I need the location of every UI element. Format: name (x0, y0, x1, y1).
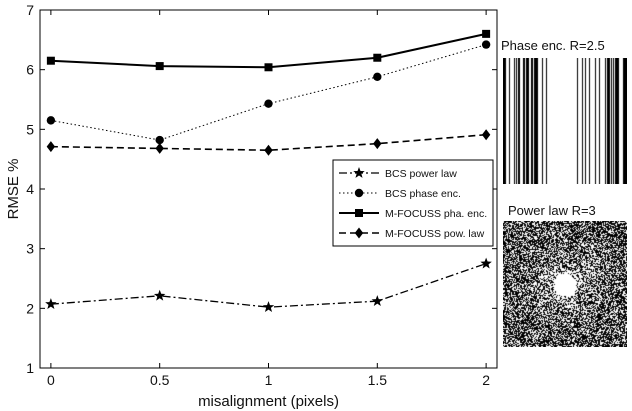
power-law-mask (503, 221, 627, 347)
data-point-diamond (46, 141, 56, 153)
series-line (50, 133, 487, 152)
data-point-square (355, 209, 363, 217)
data-point-diamond (264, 144, 273, 156)
data-point-diamond (373, 138, 382, 150)
legend-entry-label: BCS phase enc. (385, 188, 461, 200)
x-tick-label: 1 (265, 372, 273, 388)
series-1 (46, 40, 491, 145)
x-axis-label: misalignment (pixels) (198, 393, 339, 410)
legend-entry-label: M-FOCUSS pow. law (385, 228, 485, 240)
series-line (50, 44, 487, 141)
series-0 (45, 257, 492, 312)
data-point-circle (354, 188, 364, 198)
legend-entry-label: BCS power law (385, 168, 457, 180)
series-2 (46, 29, 491, 72)
data-point-circle (264, 99, 273, 108)
y-tick-label: 6 (26, 62, 34, 78)
phase-encoding-mask (503, 58, 627, 184)
data-point-square (46, 56, 55, 65)
data-point-square (373, 53, 382, 62)
legend: BCS power law BCS phase enc. M-FOCUSS pha.… (332, 159, 494, 247)
y-tick-label: 2 (26, 300, 34, 316)
power-law-title: Power law R=3 (508, 203, 596, 218)
data-point-square (482, 29, 491, 38)
series-3 (46, 129, 491, 156)
data-point-diamond (481, 129, 491, 141)
data-point-circle (481, 40, 491, 49)
data-point-square (264, 63, 273, 72)
x-tick-label: 1.5 (368, 372, 388, 388)
data-point-diamond (354, 227, 364, 239)
series-line (50, 32, 487, 69)
data-point-circle (46, 116, 56, 125)
y-tick-label: 1 (26, 360, 34, 376)
y-tick-label: 5 (26, 121, 34, 137)
data-point-diamond (155, 142, 164, 154)
plot-axes: 0 0.5 1 1.5 2 1 2 3 4 5 6 7 (26, 2, 498, 388)
data-point-star (153, 289, 166, 301)
legend-entry-label: M-FOCUSS pha. enc. (385, 208, 487, 220)
y-tick-label: 7 (26, 2, 34, 18)
series-line (50, 262, 487, 308)
data-point-star (480, 257, 492, 269)
y-tick-label: 3 (26, 241, 34, 257)
x-tick-label: 2 (482, 372, 490, 388)
data-point-star (371, 295, 384, 307)
y-axis-label: RMSE % (5, 159, 22, 220)
data-point-circle (155, 135, 164, 145)
phase-encoding-title: Phase enc. R=2.5 (501, 38, 605, 53)
data-point-star (353, 167, 365, 178)
data-point-square (155, 62, 164, 71)
series-layer (45, 29, 492, 312)
data-point-circle (373, 72, 382, 82)
data-point-star (45, 298, 57, 310)
x-tick-label: 0 (47, 372, 55, 388)
data-point-star (262, 301, 275, 312)
x-tick-label: 0.5 (150, 372, 170, 388)
y-tick-label: 4 (26, 181, 34, 197)
